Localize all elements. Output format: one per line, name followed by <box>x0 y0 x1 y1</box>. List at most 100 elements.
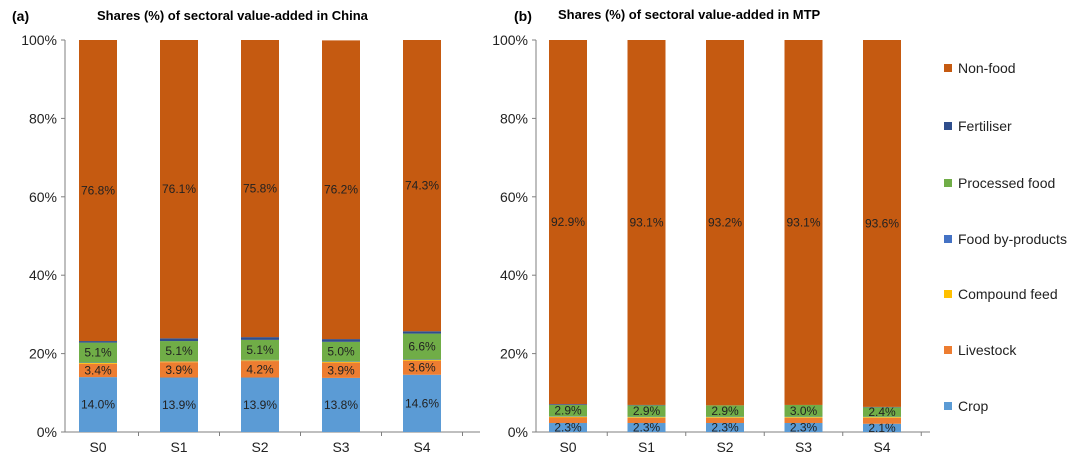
data-label-crop: 13.9% <box>162 398 196 412</box>
bar-segment-fertiliser <box>322 339 360 342</box>
x-tick-label: S2 <box>716 439 733 455</box>
y-tick-label: 0% <box>508 424 528 440</box>
bar-segment-non-food <box>549 40 587 405</box>
bar-segment-processed-food <box>79 342 117 363</box>
bar-segment-fertiliser <box>403 331 441 334</box>
legend-label-fertiliser: Fertiliser <box>958 118 1012 134</box>
bar-segment-crop <box>549 422 587 432</box>
bar-segment-livestock <box>863 417 901 424</box>
data-label-crop: 2.3% <box>554 420 582 434</box>
bar-segment-livestock <box>627 417 666 423</box>
bar-segment-crop <box>160 377 198 432</box>
y-tick-label: 20% <box>29 346 57 362</box>
bar-segment-compound-feed <box>863 417 901 418</box>
data-label-non-food: 93.6% <box>865 216 899 230</box>
panel-b-mtp: (b) Shares (%) of sectoral value-added i… <box>492 7 930 455</box>
bar-segment-crop <box>79 377 117 432</box>
x-tick-label: S0 <box>559 439 576 455</box>
bar-segment-processed-food <box>627 405 666 417</box>
data-label-processed-food: 2.9% <box>711 404 739 418</box>
legend-swatch-crop <box>944 402 952 410</box>
bar-segment-non-food <box>322 40 360 340</box>
bar-segment-livestock <box>79 363 117 378</box>
y-tick-label: 60% <box>29 189 57 205</box>
panel-a-label: (a) <box>12 8 29 24</box>
legend-label-livestock: Livestock <box>958 342 1017 358</box>
panel-b-title: Shares (%) of sectoral value-added in MT… <box>558 7 821 22</box>
bar-segment-crop <box>627 422 666 432</box>
data-label-livestock: 3.9% <box>165 363 193 377</box>
bar-segment-non-food <box>160 40 198 339</box>
bar-segment-processed-food <box>549 404 587 417</box>
data-label-processed-food: 5.1% <box>165 344 193 358</box>
bar-segment-compound-feed <box>403 359 441 361</box>
data-label-processed-food: 2.9% <box>554 404 582 418</box>
legend: Non-food Fertiliser Processed food Food by-… <box>944 60 1067 414</box>
data-label-non-food: 93.1% <box>786 215 820 229</box>
y-tick-label: 40% <box>500 267 528 283</box>
bar-segment-processed-food <box>160 341 198 362</box>
data-label-processed-food: 2.9% <box>633 404 661 418</box>
bar-segment-crop <box>322 377 360 432</box>
bar-segment-processed-food <box>403 333 441 360</box>
bar-segment-non-food <box>706 40 744 406</box>
panel-a-title: Shares (%) of sectoral value-added in Ch… <box>97 8 369 23</box>
x-tick-label: S4 <box>873 439 890 455</box>
bar-segment-compound-feed <box>784 417 823 418</box>
y-tick-label: 100% <box>492 32 528 48</box>
bar-segment-livestock <box>403 360 441 375</box>
data-label-crop: 14.6% <box>405 396 439 410</box>
bar-segment-livestock <box>160 362 198 378</box>
legend-swatch-processed-food <box>944 179 952 187</box>
bar-segment-processed-food <box>863 407 901 417</box>
y-tick-label: 20% <box>500 346 528 362</box>
data-label-non-food: 75.8% <box>243 182 277 196</box>
bar-segment-livestock <box>549 417 587 423</box>
x-tick-label: S3 <box>795 439 812 455</box>
data-label-livestock: 4.2% <box>246 362 274 376</box>
bar-segment-fertiliser <box>241 337 279 340</box>
bar-segment-crop <box>863 423 901 432</box>
bar-segment-fertiliser <box>160 338 198 342</box>
bar-segment-non-food <box>241 40 279 338</box>
y-tick-label: 100% <box>21 32 57 48</box>
bar-segment-livestock <box>706 417 744 423</box>
bar-segment-non-food <box>784 40 823 405</box>
bar-segment-compound-feed <box>241 360 279 362</box>
data-label-non-food: 74.3% <box>405 179 439 193</box>
data-label-crop: 2.3% <box>711 420 739 434</box>
y-tick-label: 40% <box>29 267 57 283</box>
legend-swatch-food-by-products <box>944 235 952 243</box>
legend-label-food-by-products: Food by-products <box>958 231 1067 247</box>
x-tick-label: S1 <box>638 439 655 455</box>
bar-segment-livestock <box>322 362 360 378</box>
y-tick-label: 80% <box>29 110 57 126</box>
bar-segment-compound-feed <box>79 363 117 364</box>
legend-swatch-compound-feed <box>944 290 952 298</box>
legend-swatch-non-food <box>944 64 952 72</box>
data-label-crop: 2.3% <box>790 420 818 434</box>
x-tick-label: S0 <box>89 439 106 455</box>
bar-segment-non-food <box>79 40 117 342</box>
bar-segment-processed-food <box>784 404 823 417</box>
y-tick-label: 60% <box>500 189 528 205</box>
data-label-livestock: 3.6% <box>408 361 436 375</box>
bar-segment-compound-feed <box>322 361 360 363</box>
data-label-crop: 13.8% <box>324 398 358 412</box>
data-label-processed-food: 6.6% <box>408 340 436 354</box>
bar-segment-compound-feed <box>627 417 666 418</box>
data-label-crop: 14.0% <box>81 398 115 412</box>
data-label-crop: 2.3% <box>633 420 661 434</box>
legend-label-non-food: Non-food <box>958 60 1016 76</box>
bar-segment-crop <box>784 422 823 432</box>
legend-label-processed-food: Processed food <box>958 175 1055 191</box>
bar-segment-fertiliser <box>79 341 117 343</box>
bar-segment-non-food <box>863 40 901 407</box>
x-tick-label: S1 <box>170 439 187 455</box>
bar-segment-crop <box>706 422 744 432</box>
bar-segment-livestock <box>784 417 823 423</box>
data-label-non-food: 76.2% <box>324 183 358 197</box>
x-tick-label: S2 <box>251 439 268 455</box>
bar-segment-processed-food <box>322 341 360 362</box>
